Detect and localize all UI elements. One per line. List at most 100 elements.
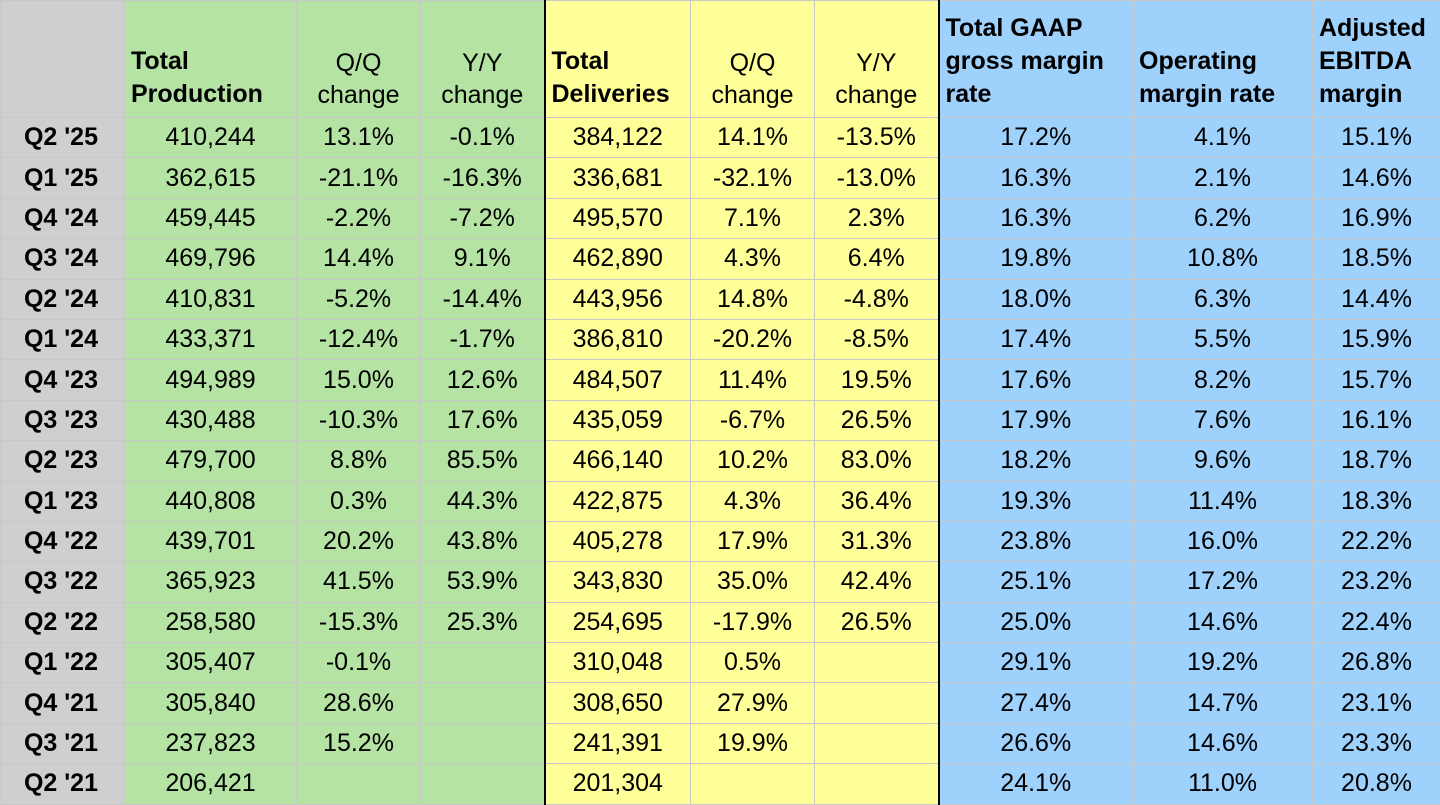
deliveries-yy-cell[interactable]: -4.8% xyxy=(815,279,939,319)
production-qq-cell[interactable]: 0.3% xyxy=(297,481,421,521)
deliveries-cell[interactable]: 405,278 xyxy=(545,521,691,561)
production-cell[interactable]: 440,808 xyxy=(125,481,297,521)
operating-margin-cell[interactable]: 4.1% xyxy=(1133,118,1313,158)
operating-margin-cell[interactable]: 17.2% xyxy=(1133,562,1313,602)
deliveries-yy-cell[interactable]: 6.4% xyxy=(815,239,939,279)
quarter-cell[interactable]: Q3 '24 xyxy=(1,239,125,279)
deliveries-yy-cell[interactable]: 36.4% xyxy=(815,481,939,521)
gaap-margin-cell[interactable]: 24.1% xyxy=(939,764,1133,804)
operating-margin-cell[interactable]: 14.7% xyxy=(1133,683,1313,723)
deliveries-qq-cell[interactable]: -20.2% xyxy=(691,319,815,359)
quarter-header-cell[interactable] xyxy=(1,1,125,118)
deliveries-yy-cell[interactable]: 26.5% xyxy=(815,400,939,440)
production-qq-cell[interactable]: -2.2% xyxy=(297,198,421,238)
production-qq-cell[interactable]: 41.5% xyxy=(297,562,421,602)
deliveries-yy-cell[interactable]: -8.5% xyxy=(815,319,939,359)
deliveries-cell[interactable]: 484,507 xyxy=(545,360,691,400)
deliveries-cell[interactable]: 343,830 xyxy=(545,562,691,602)
quarter-cell[interactable]: Q4 '21 xyxy=(1,683,125,723)
operating-margin-cell[interactable]: 8.2% xyxy=(1133,360,1313,400)
production-qq-cell[interactable]: 8.8% xyxy=(297,441,421,481)
production-yy-cell[interactable]: 25.3% xyxy=(421,602,545,642)
production-cell[interactable]: 439,701 xyxy=(125,521,297,561)
production-qq-cell[interactable]: 13.1% xyxy=(297,118,421,158)
header-total-deliveries[interactable]: Total Deliveries xyxy=(545,1,691,118)
deliveries-cell[interactable]: 254,695 xyxy=(545,602,691,642)
production-qq-cell[interactable] xyxy=(297,764,421,804)
production-cell[interactable]: 237,823 xyxy=(125,723,297,763)
production-qq-cell[interactable]: -10.3% xyxy=(297,400,421,440)
deliveries-yy-cell[interactable] xyxy=(815,723,939,763)
gaap-margin-cell[interactable]: 18.0% xyxy=(939,279,1133,319)
deliveries-yy-cell[interactable]: 19.5% xyxy=(815,360,939,400)
quarter-cell[interactable]: Q3 '23 xyxy=(1,400,125,440)
ebitda-margin-cell[interactable]: 16.9% xyxy=(1313,198,1440,238)
quarter-cell[interactable]: Q4 '23 xyxy=(1,360,125,400)
deliveries-qq-cell[interactable]: 27.9% xyxy=(691,683,815,723)
quarter-cell[interactable]: Q2 '22 xyxy=(1,602,125,642)
production-yy-cell[interactable] xyxy=(421,683,545,723)
ebitda-margin-cell[interactable]: 20.8% xyxy=(1313,764,1440,804)
gaap-margin-cell[interactable]: 16.3% xyxy=(939,198,1133,238)
operating-margin-cell[interactable]: 6.2% xyxy=(1133,198,1313,238)
gaap-margin-cell[interactable]: 19.8% xyxy=(939,239,1133,279)
deliveries-qq-cell[interactable]: 35.0% xyxy=(691,562,815,602)
ebitda-margin-cell[interactable]: 23.3% xyxy=(1313,723,1440,763)
ebitda-margin-cell[interactable]: 23.2% xyxy=(1313,562,1440,602)
deliveries-qq-cell[interactable]: 4.3% xyxy=(691,481,815,521)
operating-margin-cell[interactable]: 16.0% xyxy=(1133,521,1313,561)
production-qq-cell[interactable]: 15.0% xyxy=(297,360,421,400)
ebitda-margin-cell[interactable]: 18.7% xyxy=(1313,441,1440,481)
production-qq-cell[interactable]: 14.4% xyxy=(297,239,421,279)
production-cell[interactable]: 459,445 xyxy=(125,198,297,238)
deliveries-yy-cell[interactable] xyxy=(815,764,939,804)
header-production-qq-change[interactable]: Q/Q change xyxy=(297,1,421,118)
deliveries-qq-cell[interactable]: -6.7% xyxy=(691,400,815,440)
operating-margin-cell[interactable]: 14.6% xyxy=(1133,602,1313,642)
quarter-cell[interactable]: Q2 '25 xyxy=(1,118,125,158)
deliveries-cell[interactable]: 308,650 xyxy=(545,683,691,723)
deliveries-yy-cell[interactable]: -13.5% xyxy=(815,118,939,158)
deliveries-yy-cell[interactable]: 2.3% xyxy=(815,198,939,238)
production-yy-cell[interactable]: -16.3% xyxy=(421,158,545,198)
quarter-cell[interactable]: Q3 '22 xyxy=(1,562,125,602)
operating-margin-cell[interactable]: 11.0% xyxy=(1133,764,1313,804)
deliveries-qq-cell[interactable]: -17.9% xyxy=(691,602,815,642)
header-operating-margin[interactable]: Operating margin rate xyxy=(1133,1,1313,118)
quarter-cell[interactable]: Q2 '23 xyxy=(1,441,125,481)
production-cell[interactable]: 305,840 xyxy=(125,683,297,723)
production-qq-cell[interactable]: -12.4% xyxy=(297,319,421,359)
ebitda-margin-cell[interactable]: 15.7% xyxy=(1313,360,1440,400)
deliveries-cell[interactable]: 201,304 xyxy=(545,764,691,804)
deliveries-yy-cell[interactable] xyxy=(815,643,939,683)
quarter-cell[interactable]: Q1 '25 xyxy=(1,158,125,198)
operating-margin-cell[interactable]: 5.5% xyxy=(1133,319,1313,359)
ebitda-margin-cell[interactable]: 14.6% xyxy=(1313,158,1440,198)
deliveries-yy-cell[interactable]: 83.0% xyxy=(815,441,939,481)
deliveries-cell[interactable]: 435,059 xyxy=(545,400,691,440)
production-cell[interactable]: 365,923 xyxy=(125,562,297,602)
deliveries-qq-cell[interactable]: 19.9% xyxy=(691,723,815,763)
gaap-margin-cell[interactable]: 19.3% xyxy=(939,481,1133,521)
operating-margin-cell[interactable]: 19.2% xyxy=(1133,643,1313,683)
operating-margin-cell[interactable]: 6.3% xyxy=(1133,279,1313,319)
operating-margin-cell[interactable]: 7.6% xyxy=(1133,400,1313,440)
deliveries-cell[interactable]: 466,140 xyxy=(545,441,691,481)
deliveries-qq-cell[interactable]: 7.1% xyxy=(691,198,815,238)
production-qq-cell[interactable]: -5.2% xyxy=(297,279,421,319)
deliveries-cell[interactable]: 422,875 xyxy=(545,481,691,521)
production-yy-cell[interactable]: -7.2% xyxy=(421,198,545,238)
production-cell[interactable]: 479,700 xyxy=(125,441,297,481)
production-yy-cell[interactable]: -1.7% xyxy=(421,319,545,359)
quarter-cell[interactable]: Q4 '22 xyxy=(1,521,125,561)
production-qq-cell[interactable]: 28.6% xyxy=(297,683,421,723)
deliveries-qq-cell[interactable] xyxy=(691,764,815,804)
quarter-cell[interactable]: Q2 '21 xyxy=(1,764,125,804)
deliveries-cell[interactable]: 462,890 xyxy=(545,239,691,279)
deliveries-cell[interactable]: 336,681 xyxy=(545,158,691,198)
operating-margin-cell[interactable]: 14.6% xyxy=(1133,723,1313,763)
gaap-margin-cell[interactable]: 23.8% xyxy=(939,521,1133,561)
production-cell[interactable]: 494,989 xyxy=(125,360,297,400)
production-yy-cell[interactable] xyxy=(421,723,545,763)
deliveries-yy-cell[interactable]: 31.3% xyxy=(815,521,939,561)
